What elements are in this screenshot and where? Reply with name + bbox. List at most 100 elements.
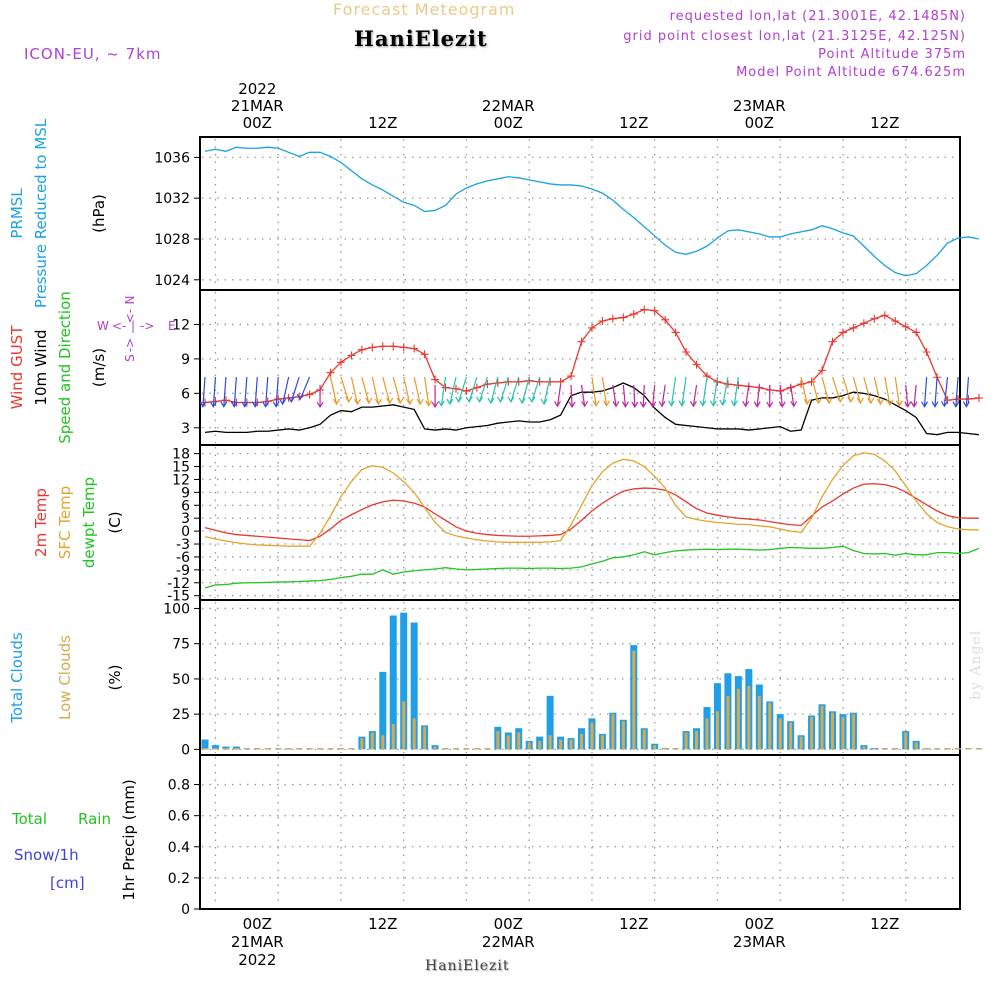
side-label: SFC Temp bbox=[56, 486, 74, 559]
wind-arrow bbox=[681, 376, 687, 406]
footer-station: HaniElezit bbox=[425, 958, 510, 974]
low-cloud-bar bbox=[684, 732, 688, 750]
wind-arrow-head bbox=[667, 400, 676, 407]
series-line-2m-temp bbox=[204, 483, 979, 542]
wind-arrow-head bbox=[790, 400, 798, 408]
gust-marker bbox=[828, 337, 837, 346]
gust-marker bbox=[577, 337, 586, 346]
low-cloud-bar bbox=[632, 650, 636, 750]
y-tick-label: 1036 bbox=[154, 150, 190, 166]
cloud-bar bbox=[934, 748, 941, 750]
compass-label: E bbox=[168, 319, 176, 333]
wind-arrow bbox=[652, 384, 656, 407]
wind-arrow bbox=[556, 384, 562, 407]
panel-frame-pressure bbox=[199, 136, 961, 291]
wind-arrow-head bbox=[437, 400, 445, 407]
wind-arrow bbox=[382, 376, 391, 404]
wind-arrow bbox=[449, 376, 457, 405]
low-cloud-bar bbox=[872, 747, 876, 750]
top-time-label: 2022 bbox=[238, 80, 276, 98]
wind-arrow-head bbox=[621, 401, 629, 408]
wind-arrow-head bbox=[241, 401, 249, 408]
low-cloud-bar bbox=[538, 740, 542, 750]
gust-marker bbox=[493, 379, 502, 387]
total-cloud-bar bbox=[379, 671, 387, 750]
wind-arrow bbox=[490, 376, 499, 404]
y-tick-label: 1028 bbox=[154, 232, 190, 248]
wind-arrow-head bbox=[904, 401, 912, 408]
low-cloud-bar bbox=[506, 735, 510, 750]
wind-arrow bbox=[642, 384, 645, 407]
cloud-bar bbox=[672, 748, 679, 750]
y-tick-label: -6 bbox=[176, 550, 190, 566]
gust-marker bbox=[954, 395, 962, 404]
y-tick-label: 1032 bbox=[154, 191, 190, 207]
y-tick-label: -15 bbox=[167, 589, 190, 605]
y-tick-label: 25 bbox=[172, 707, 190, 723]
gust-marker bbox=[535, 377, 544, 386]
wind-arrow-head bbox=[962, 401, 970, 408]
wind-arrow bbox=[934, 376, 938, 407]
gridpoint-coords: grid point closest lon,lat (21.3125E, 42… bbox=[623, 29, 966, 44]
gust-marker bbox=[504, 377, 513, 386]
side-label: Total bbox=[11, 810, 47, 828]
gust-marker bbox=[514, 377, 523, 386]
gust-marker bbox=[797, 380, 806, 389]
wind-arrow bbox=[622, 384, 627, 407]
compass-label: -> bbox=[123, 338, 137, 352]
cloud-bar bbox=[202, 748, 208, 750]
side-label: (m/s) bbox=[90, 348, 108, 387]
wind-arrow-head bbox=[895, 400, 903, 407]
wind-arrow bbox=[371, 376, 379, 405]
gust-marker bbox=[326, 368, 335, 377]
wind-arrow-head bbox=[296, 393, 304, 401]
wind-arrow bbox=[842, 376, 852, 403]
wind-arrow-head bbox=[778, 401, 786, 408]
y-tick-label: 12 bbox=[172, 472, 190, 488]
top-time-label: 00Z bbox=[243, 114, 272, 132]
low-cloud-bar bbox=[402, 701, 406, 750]
cloud-bar bbox=[243, 748, 250, 750]
series-line-prmsl bbox=[204, 146, 980, 277]
top-time-label: 12Z bbox=[619, 114, 648, 132]
wind-arrow-head bbox=[251, 401, 259, 408]
wind-arrow-head bbox=[416, 398, 424, 406]
bottom-time-label: 12Z bbox=[870, 915, 899, 933]
wind-arrow-head bbox=[518, 397, 526, 405]
wind-arrow-head bbox=[581, 400, 589, 408]
cloud-bar bbox=[473, 748, 480, 750]
gust-marker bbox=[849, 323, 858, 332]
wind-arrow bbox=[905, 384, 909, 407]
y-tick-label: 6 bbox=[181, 498, 190, 514]
low-cloud-bar bbox=[726, 695, 730, 750]
low-cloud-bar bbox=[600, 735, 604, 750]
side-label: PRMSL bbox=[8, 188, 26, 239]
wind-arrow-head bbox=[446, 398, 454, 406]
wind-arrow bbox=[894, 376, 900, 406]
wind-arrow-head bbox=[345, 396, 353, 404]
low-cloud-bar bbox=[611, 714, 615, 750]
cloud-bar bbox=[955, 748, 961, 750]
total-cloud-bar bbox=[389, 615, 397, 750]
point-altitude: Point Altitude 375m bbox=[818, 47, 966, 62]
top-time-label: 00Z bbox=[745, 114, 774, 132]
station-name: HaniElezit bbox=[354, 26, 488, 51]
side-label: Pressure Reduced to MSL bbox=[32, 118, 50, 308]
top-time-label: 12Z bbox=[368, 114, 397, 132]
wind-arrow-head bbox=[719, 399, 727, 407]
compass-label: S bbox=[123, 354, 137, 362]
low-cloud-bar bbox=[569, 739, 573, 750]
cloud-bar bbox=[254, 748, 261, 750]
cloud-bar bbox=[337, 748, 344, 750]
low-cloud-bar bbox=[559, 739, 563, 750]
cloud-bar bbox=[662, 748, 669, 750]
wind-arrow bbox=[290, 376, 300, 403]
top-time-label: 00Z bbox=[494, 114, 523, 132]
cloud-bar bbox=[463, 748, 470, 750]
low-cloud-bar bbox=[621, 721, 625, 750]
total-cloud-bar bbox=[201, 739, 209, 750]
gust-marker bbox=[608, 314, 617, 323]
y-tick-label: 9 bbox=[181, 485, 190, 501]
wind-arrow bbox=[811, 376, 820, 404]
low-cloud-bar bbox=[590, 722, 594, 750]
